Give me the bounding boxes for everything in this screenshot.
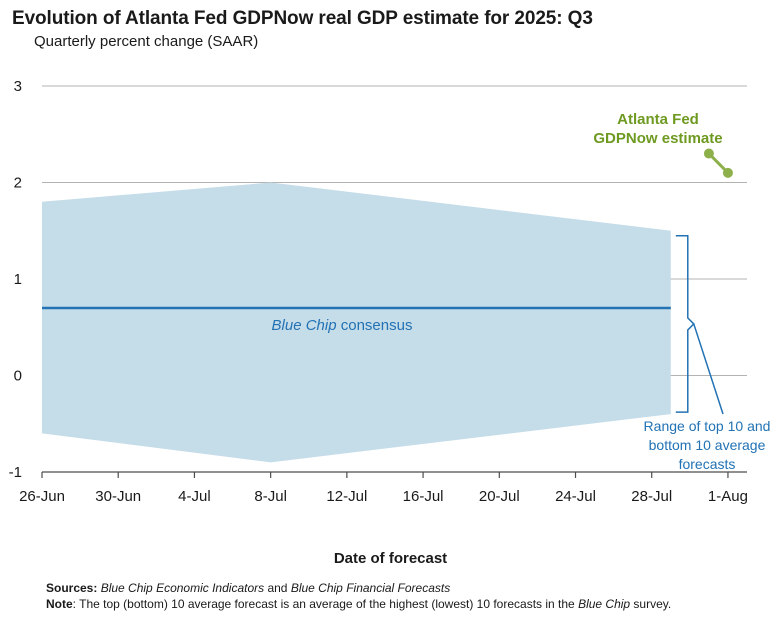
y-axis-ticks: -1 0 1 2 3 [9, 78, 22, 481]
x-tick-label: 30-Jun [95, 488, 141, 505]
gdpnow-point [703, 148, 714, 159]
note-italic: Blue Chip [578, 597, 631, 611]
note-text-1: : The top (bottom) 10 average forecast i… [72, 597, 579, 611]
y-tick-label: 1 [14, 271, 22, 288]
range-band-area [42, 182, 671, 463]
sources-publication-2: Blue Chip Financial Forecasts [290, 581, 451, 595]
x-tick-label: 20-Jul [479, 488, 520, 505]
sources-label: Sources: [46, 581, 98, 595]
gdpnow-point [722, 167, 733, 178]
y-tick-label: 3 [14, 78, 22, 95]
sources-publication-1: Blue Chip Economic Indicators [100, 581, 265, 595]
range-label-line2: bottom 10 average [649, 437, 766, 453]
y-tick-label: -1 [9, 464, 22, 481]
x-tick-label: 16-Jul [403, 488, 444, 505]
range-label-line1: Range of top 10 and [644, 418, 771, 434]
chart-notes: Sources: Blue Chip Economic Indicators a… [46, 580, 671, 612]
range-leader-line [693, 323, 724, 415]
x-axis-title: Date of forecast [333, 550, 448, 567]
range-label-line3: forecasts [679, 456, 736, 472]
chart-plot: -1 0 1 2 3 26-Jun 30-Jun 4-Jul 8-Jul 12-Jul 16-Ju… [9, 78, 771, 505]
x-tick-label: 4-Jul [178, 488, 211, 505]
range-bracket [675, 235, 695, 413]
y-tick-label: 2 [14, 175, 22, 192]
y-tick-label: 0 [14, 368, 22, 385]
x-axis: 26-Jun 30-Jun 4-Jul 8-Jul 12-Jul 16-Jul 20-Jul… [19, 471, 748, 505]
chart-subtitle: Quarterly percent change (SAAR) [34, 33, 259, 50]
x-tick-label: 28-Jul [631, 488, 672, 505]
note-label: Note [46, 597, 73, 611]
note-line: Note: The top (bottom) 10 average foreca… [46, 596, 671, 612]
sources-line: Sources: Blue Chip Economic Indicators a… [46, 580, 671, 596]
consensus-label: Blue Chip consensus [272, 317, 413, 334]
series-lines [42, 148, 733, 310]
sources-and: and [264, 581, 291, 595]
x-tick-label: 26-Jun [19, 488, 65, 505]
x-tick-label: 12-Jul [326, 488, 367, 505]
gdpnow-label-line1: Atlanta Fed [617, 111, 699, 128]
x-tick-label: 24-Jul [555, 488, 596, 505]
x-tick-label: 1-Aug [708, 488, 748, 505]
consensus-label-italic: Blue Chip [272, 317, 337, 334]
note-text-2: survey. [630, 597, 672, 611]
gdpnow-label-line2: GDPNow estimate [593, 130, 722, 147]
x-tick-label: 8-Jul [254, 488, 287, 505]
chart-title: Evolution of Atlanta Fed GDPNow real GDP… [12, 8, 593, 29]
consensus-label-rest: consensus [337, 317, 413, 334]
